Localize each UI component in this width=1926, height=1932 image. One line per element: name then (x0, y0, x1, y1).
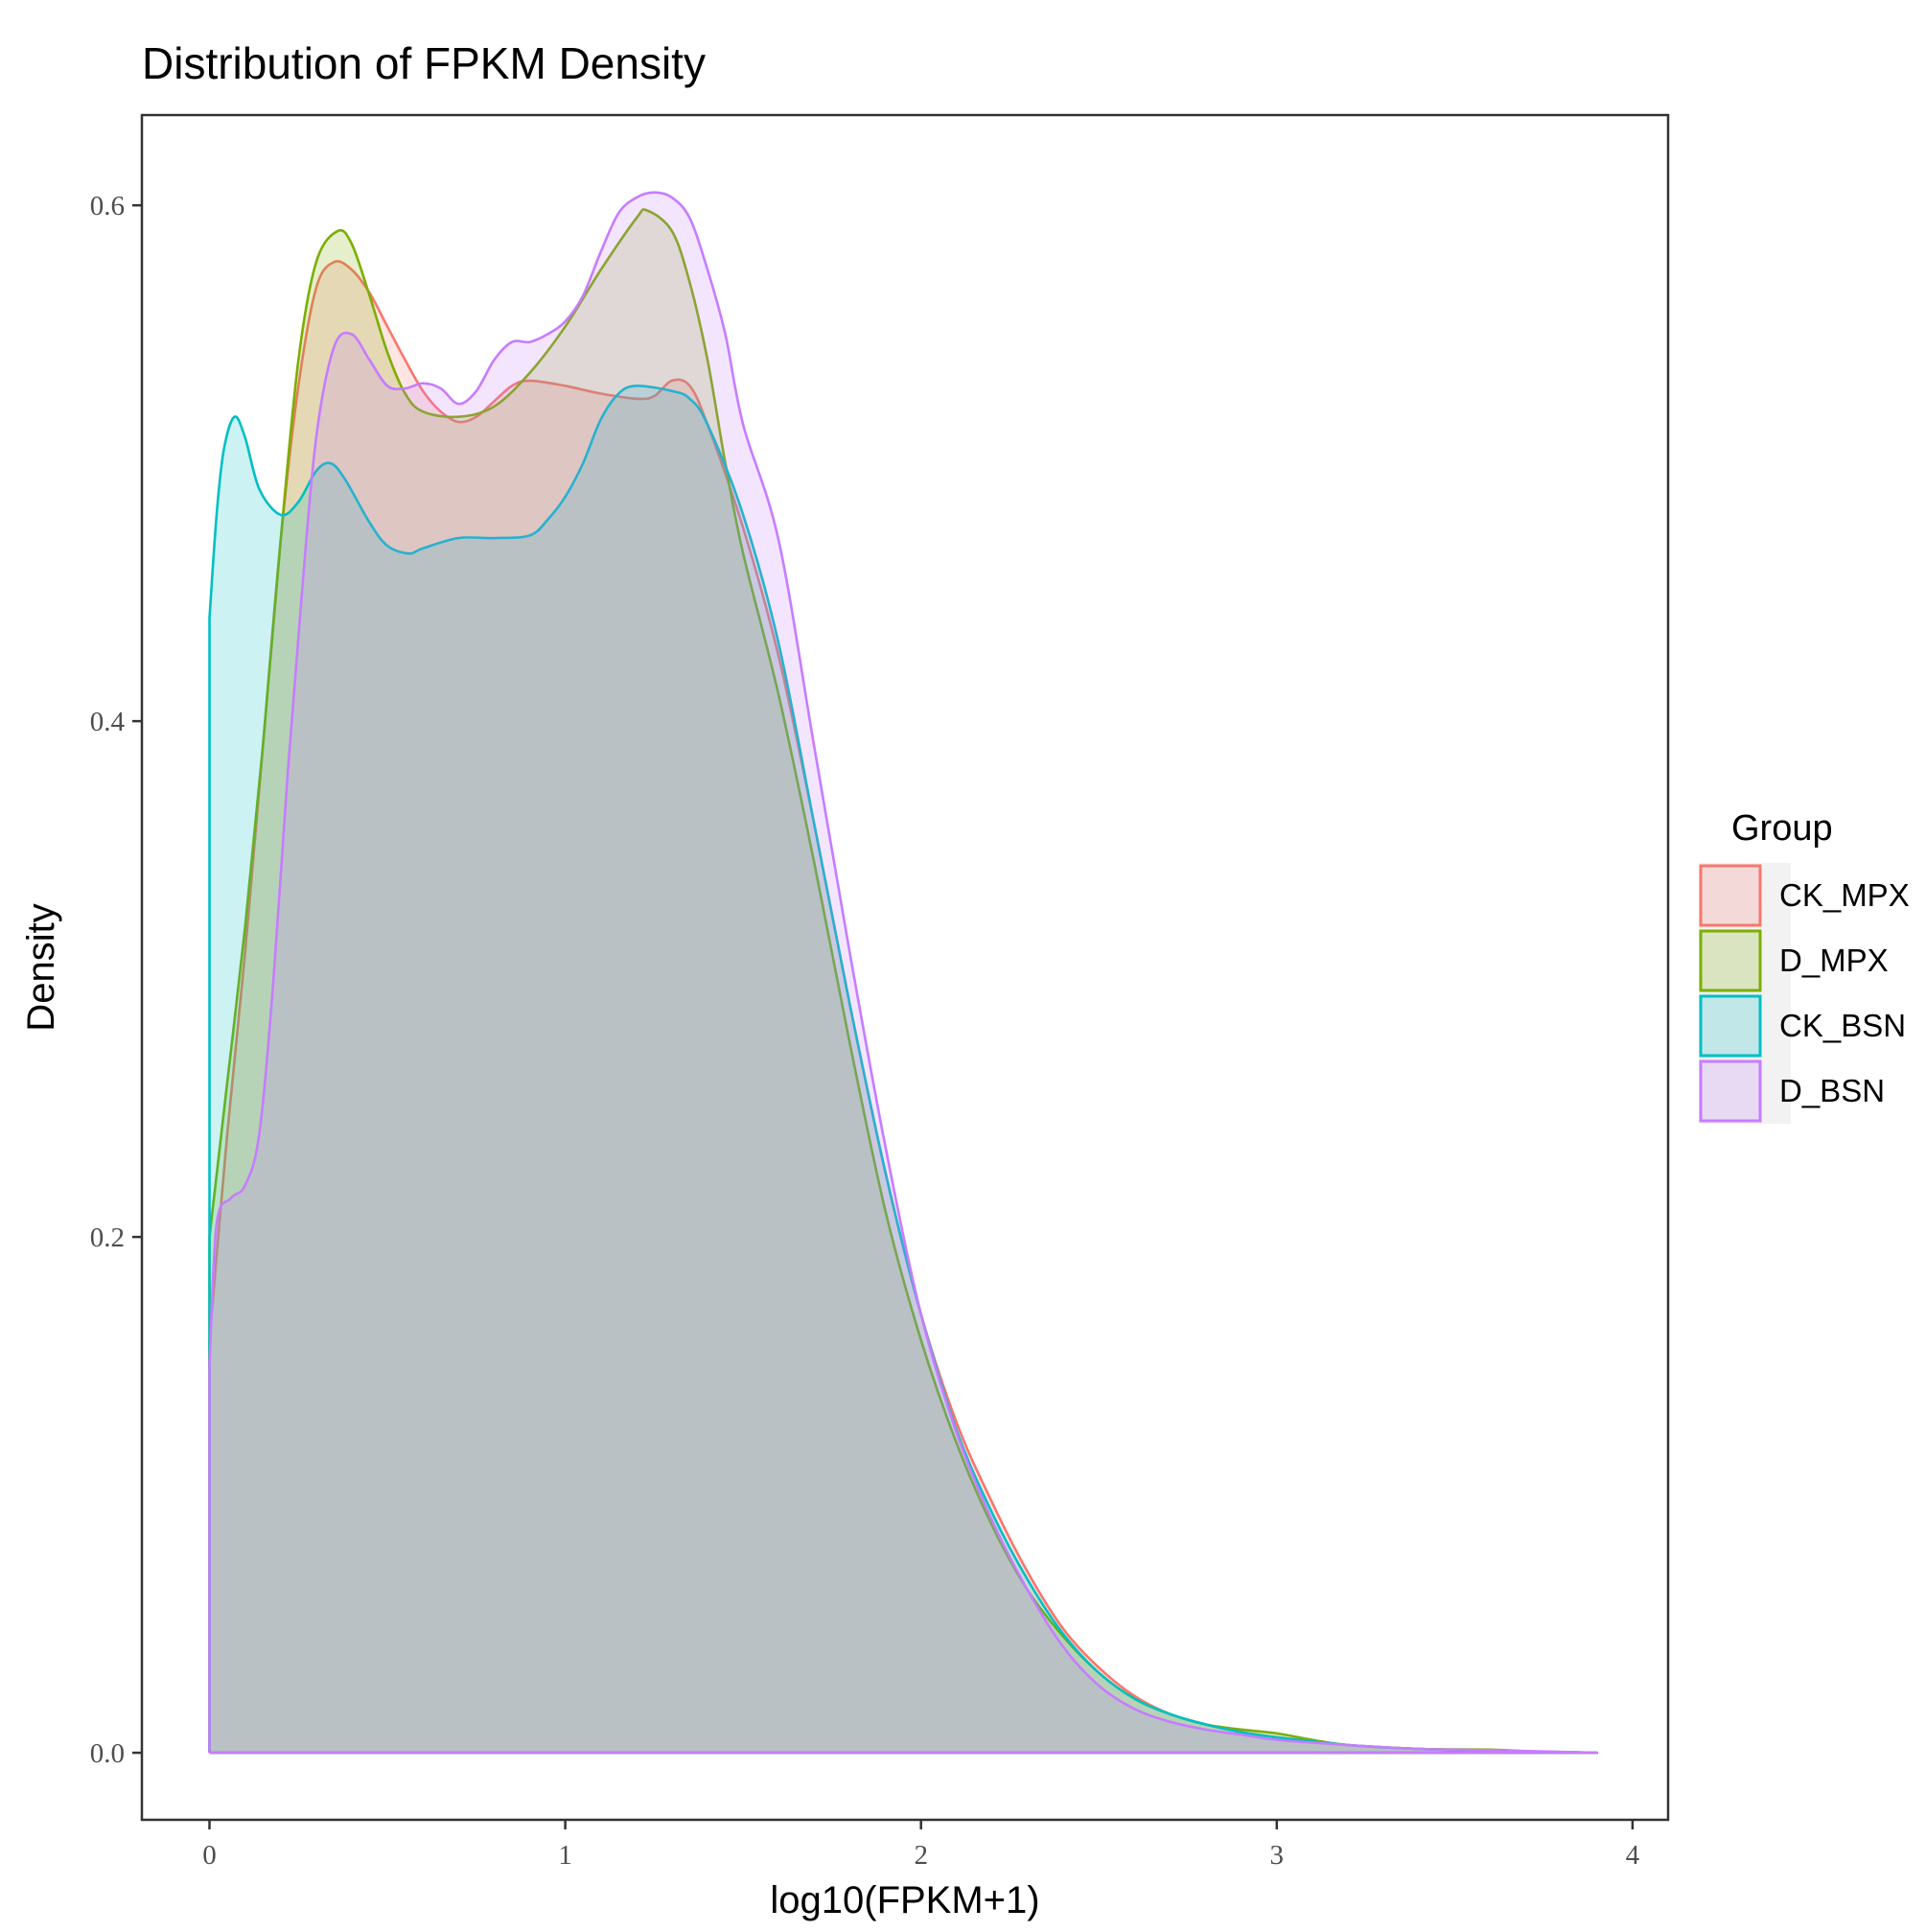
density-area-d-bsn (209, 192, 1597, 1754)
plot-panel-background (142, 115, 1668, 1820)
legend-key-swatch (1699, 929, 1762, 992)
series-ck-bsn (208, 384, 1599, 1755)
legend-key-background (1699, 863, 1791, 928)
density-line-ck-bsn (208, 384, 1599, 1755)
plot-area (140, 113, 1670, 1822)
legend-label: D_MPX (1779, 943, 1889, 978)
legend-key-background (1699, 1059, 1791, 1124)
x-tick-label: 3 (1270, 1840, 1285, 1871)
legend-title: Group (1731, 808, 1833, 849)
y-axis: 0.0 0.2 0.4 0.6 (90, 191, 142, 1769)
density-area-ck-mpx (209, 261, 1597, 1754)
x-tick-label: 2 (914, 1840, 928, 1871)
series-layer (208, 191, 1599, 1755)
chart-title: Distribution of FPKM Density (142, 38, 706, 88)
legend: Group CK_MPX D_MPX CK_BSN D_BSN (1699, 808, 1910, 1124)
x-axis-title: log10(FPKM+1) (770, 1879, 1039, 1921)
plot-panel-border (140, 113, 1670, 1822)
y-tick-label: 0.4 (90, 707, 126, 737)
legend-key-background (1699, 993, 1791, 1059)
legend-item-ck-mpx: CK_MPX (1699, 863, 1910, 928)
density-line-d-bsn (208, 191, 1599, 1755)
x-tick-label: 0 (202, 1840, 217, 1871)
x-tick-label: 4 (1626, 1840, 1640, 1871)
legend-item-ck-bsn: CK_BSN (1699, 993, 1906, 1059)
y-tick-label: 0.0 (90, 1738, 125, 1769)
legend-key-background (1699, 928, 1791, 993)
y-tick-label: 0.6 (90, 191, 125, 221)
legend-items: CK_MPX D_MPX CK_BSN D_BSN (1699, 863, 1910, 1124)
legend-label: CK_BSN (1779, 1008, 1906, 1043)
x-axis: 0 1 2 3 4 (202, 1820, 1640, 1871)
legend-key-swatch (1699, 864, 1762, 927)
density-area-ck-bsn (209, 385, 1597, 1754)
legend-label: D_BSN (1779, 1073, 1885, 1108)
y-tick-label: 0.2 (90, 1222, 125, 1253)
legend-key-swatch (1699, 994, 1762, 1058)
legend-item-d-bsn: D_BSN (1699, 1059, 1885, 1124)
legend-label: CK_MPX (1779, 877, 1910, 913)
legend-item-d-mpx: D_MPX (1699, 928, 1889, 993)
density-area-d-mpx (209, 209, 1597, 1754)
x-tick-label: 1 (558, 1840, 572, 1871)
series-d-bsn (208, 191, 1599, 1755)
y-axis-title: Density (20, 903, 62, 1031)
legend-key-swatch (1699, 1059, 1762, 1123)
